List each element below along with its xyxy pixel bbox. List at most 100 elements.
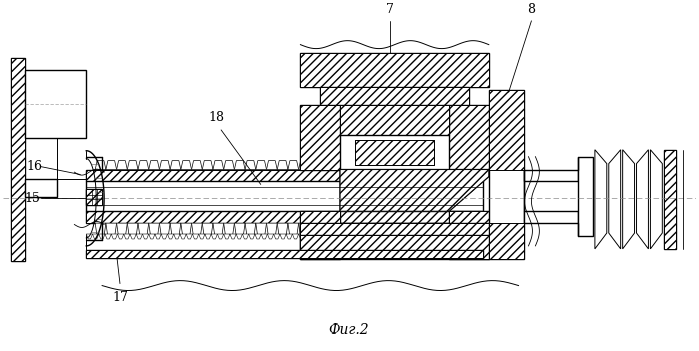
Polygon shape	[470, 161, 481, 170]
Polygon shape	[224, 234, 230, 239]
Text: 18: 18	[208, 111, 224, 124]
Polygon shape	[292, 234, 298, 239]
Polygon shape	[86, 170, 483, 181]
Polygon shape	[159, 161, 170, 170]
Polygon shape	[117, 223, 127, 237]
Bar	[340, 105, 449, 135]
Polygon shape	[192, 161, 202, 170]
Polygon shape	[473, 234, 480, 239]
Polygon shape	[261, 234, 268, 239]
Polygon shape	[199, 234, 205, 239]
Polygon shape	[405, 234, 411, 239]
Polygon shape	[168, 234, 174, 239]
Polygon shape	[298, 234, 305, 239]
Polygon shape	[288, 223, 298, 237]
Polygon shape	[361, 234, 368, 239]
Bar	[301, 53, 489, 87]
Polygon shape	[138, 223, 149, 237]
Bar	[524, 170, 578, 181]
Polygon shape	[650, 150, 663, 249]
Polygon shape	[280, 234, 286, 239]
Polygon shape	[143, 234, 149, 239]
Polygon shape	[224, 161, 234, 170]
Polygon shape	[86, 250, 483, 258]
Polygon shape	[398, 234, 405, 239]
Polygon shape	[470, 223, 481, 237]
Bar	[24, 179, 57, 197]
Polygon shape	[155, 234, 161, 239]
Polygon shape	[192, 223, 202, 237]
Polygon shape	[245, 223, 256, 237]
Polygon shape	[278, 161, 288, 170]
Polygon shape	[623, 150, 635, 249]
Polygon shape	[146, 237, 150, 246]
Polygon shape	[99, 234, 105, 239]
Polygon shape	[86, 237, 90, 246]
Polygon shape	[11, 58, 24, 261]
Polygon shape	[363, 223, 373, 237]
Polygon shape	[128, 237, 132, 246]
Polygon shape	[395, 223, 405, 237]
Polygon shape	[449, 211, 489, 259]
Polygon shape	[427, 223, 438, 237]
Polygon shape	[149, 223, 159, 237]
Text: 15: 15	[24, 192, 41, 205]
Bar	[449, 105, 489, 170]
Polygon shape	[95, 161, 106, 170]
Polygon shape	[310, 223, 320, 237]
Bar	[340, 135, 449, 170]
Text: 17: 17	[112, 291, 128, 304]
Polygon shape	[98, 237, 102, 246]
Polygon shape	[298, 223, 310, 237]
Polygon shape	[86, 190, 102, 205]
Polygon shape	[310, 161, 320, 170]
Polygon shape	[230, 234, 236, 239]
Polygon shape	[117, 161, 127, 170]
Polygon shape	[92, 237, 96, 246]
Polygon shape	[224, 223, 234, 237]
Text: 8: 8	[528, 3, 535, 16]
Polygon shape	[95, 223, 106, 237]
Polygon shape	[342, 223, 352, 237]
Polygon shape	[489, 90, 524, 170]
Polygon shape	[342, 161, 352, 170]
Polygon shape	[336, 234, 343, 239]
Text: 16: 16	[27, 160, 43, 173]
Polygon shape	[355, 234, 361, 239]
Polygon shape	[449, 105, 489, 170]
Polygon shape	[436, 234, 442, 239]
Polygon shape	[461, 234, 468, 239]
Polygon shape	[301, 105, 340, 170]
Bar	[524, 211, 578, 223]
Polygon shape	[392, 234, 398, 239]
Polygon shape	[405, 223, 417, 237]
Polygon shape	[595, 150, 607, 249]
Polygon shape	[380, 234, 386, 239]
Polygon shape	[211, 234, 217, 239]
Polygon shape	[455, 234, 461, 239]
Polygon shape	[427, 161, 438, 170]
Bar	[355, 140, 434, 165]
Polygon shape	[417, 234, 424, 239]
Polygon shape	[352, 161, 363, 170]
Polygon shape	[266, 223, 278, 237]
Polygon shape	[384, 223, 395, 237]
Polygon shape	[417, 223, 427, 237]
Polygon shape	[305, 234, 311, 239]
Polygon shape	[459, 223, 470, 237]
Polygon shape	[124, 234, 130, 239]
Polygon shape	[340, 105, 449, 135]
Polygon shape	[340, 170, 489, 211]
Polygon shape	[331, 223, 342, 237]
Polygon shape	[320, 223, 331, 237]
Polygon shape	[136, 234, 143, 239]
Bar	[578, 157, 593, 236]
Bar	[301, 223, 489, 235]
Bar	[86, 211, 483, 223]
Polygon shape	[140, 237, 144, 246]
Polygon shape	[116, 237, 120, 246]
Polygon shape	[664, 150, 676, 249]
Text: 7: 7	[386, 3, 394, 16]
Polygon shape	[111, 234, 117, 239]
Polygon shape	[256, 161, 266, 170]
